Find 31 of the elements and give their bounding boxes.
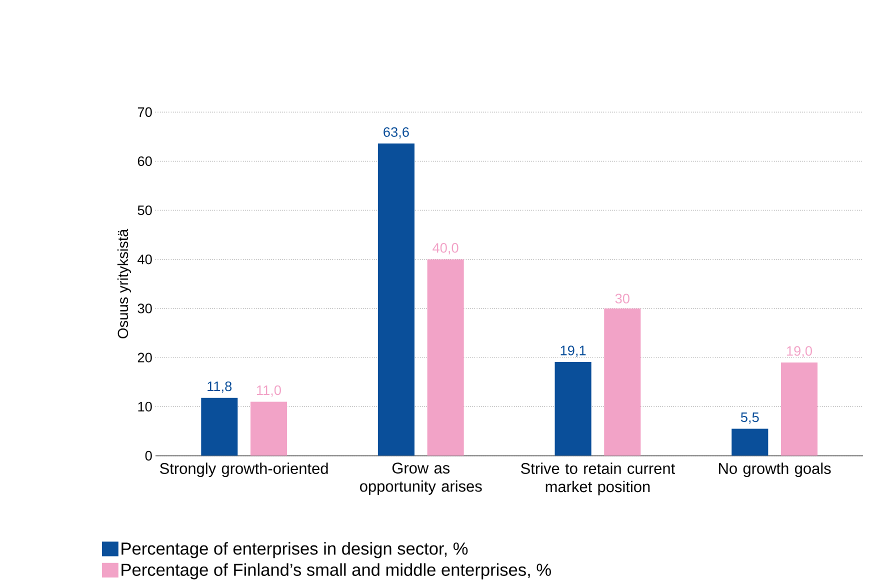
data-label: 11,8 [208,382,232,393]
x-tick-label: No growth goals [719,462,831,478]
y-tick-label: 40 [138,254,152,264]
y-tick-label: 70 [138,107,152,118]
y-tick-label: 60 [138,156,152,166]
legend-label: Percentage of enterprises in design sector, % [122,542,468,558]
bar [427,259,464,456]
y-tick-label: 10 [138,402,152,412]
y-tick-label: 30 [138,304,152,314]
data-label: 30 [615,294,630,304]
data-label: 19,1 [560,346,586,358]
x-tick-label: Strongly growth-oriented [160,462,328,478]
bar [732,428,768,456]
data-label: 40,0 [432,243,458,254]
y-axis-title: Osuus yrityksistä [117,229,131,338]
y-tick-label: 0 [145,451,152,461]
bar [378,144,414,456]
data-label: 5,5 [740,412,759,424]
bar [554,362,592,456]
bar [201,398,238,456]
data-label: 19,0 [787,346,812,358]
legend-label: Percentage of Finland’s small and middle enterprises, % [122,563,551,580]
bar [250,402,288,456]
bar [604,308,641,456]
x-tick-label: Grow as opportunity arises [360,462,482,495]
y-tick-label: 20 [138,352,152,363]
data-label: 11,0 [256,386,281,397]
data-label: 63,6 [384,127,409,139]
x-tick-label: Strive to retain current market position [521,462,676,496]
bar [780,362,818,456]
y-tick-label: 50 [138,206,152,216]
